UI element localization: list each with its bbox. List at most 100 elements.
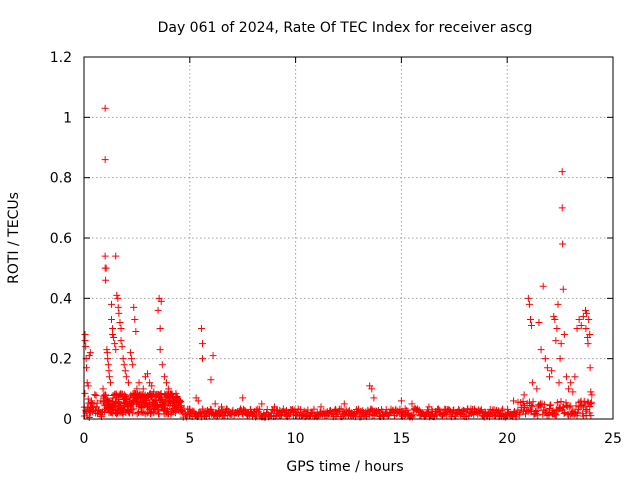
data-point <box>551 410 559 418</box>
data-point <box>157 297 165 305</box>
data-point <box>582 325 590 332</box>
data-point <box>586 364 594 372</box>
data-point <box>84 382 92 390</box>
data-point <box>528 321 536 329</box>
data-points <box>80 104 596 421</box>
data-point <box>528 403 536 411</box>
data-point <box>117 337 125 345</box>
data-point <box>108 315 116 323</box>
data-point <box>139 385 147 393</box>
data-point <box>81 337 89 345</box>
data-point <box>485 410 493 418</box>
data-point <box>114 294 122 302</box>
data-point <box>410 411 418 419</box>
data-point <box>560 410 568 418</box>
data-point <box>562 373 570 381</box>
data-point <box>106 379 114 387</box>
data-point <box>407 412 415 420</box>
data-point <box>128 355 136 363</box>
data-point <box>82 343 90 351</box>
data-point <box>556 355 564 363</box>
data-point <box>152 397 160 405</box>
data-point <box>565 403 573 411</box>
data-point <box>85 352 93 360</box>
data-point <box>186 405 194 413</box>
data-point <box>194 397 202 405</box>
data-point <box>526 315 534 323</box>
y-tick-label: 1.2 <box>50 50 72 66</box>
data-point <box>555 379 563 387</box>
data-point <box>547 401 555 409</box>
data-point <box>256 405 264 413</box>
data-point <box>119 355 127 363</box>
data-point <box>83 379 91 387</box>
data-point <box>112 252 120 260</box>
data-point <box>115 309 123 317</box>
data-point <box>146 410 154 418</box>
data-point <box>540 400 548 408</box>
data-point <box>558 204 566 212</box>
data-point <box>515 411 523 419</box>
data-point <box>537 346 545 354</box>
data-point <box>573 325 581 332</box>
data-point <box>535 318 543 326</box>
data-point <box>116 318 124 326</box>
data-point <box>543 412 551 420</box>
data-point <box>124 379 132 387</box>
data-point <box>557 340 565 348</box>
data-point <box>133 410 141 418</box>
data-point <box>368 385 376 393</box>
data-point <box>148 382 156 390</box>
data-point <box>577 321 585 329</box>
y-axis-label: ROTI / TECUs <box>6 192 22 284</box>
data-point <box>101 156 109 164</box>
data-point <box>81 389 89 397</box>
data-point <box>133 385 141 393</box>
data-point <box>565 385 573 393</box>
chart-title: Day 061 of 2024, Rate Of TEC Index for r… <box>158 20 533 36</box>
data-point <box>587 388 595 396</box>
data-point <box>455 406 463 413</box>
data-point <box>240 405 248 413</box>
data-point <box>557 397 565 405</box>
data-point <box>209 352 217 360</box>
data-point <box>529 379 537 387</box>
data-point <box>520 391 528 399</box>
data-point <box>211 400 219 408</box>
data-point <box>549 406 557 414</box>
data-point <box>198 340 206 348</box>
data-point <box>569 388 577 396</box>
data-point <box>527 401 535 409</box>
data-point <box>105 373 113 381</box>
data-point <box>101 104 109 112</box>
data-point <box>398 407 406 415</box>
data-point <box>477 406 485 414</box>
data-point <box>81 331 89 339</box>
data-point <box>154 406 162 414</box>
data-point <box>579 312 587 320</box>
x-tick-label: 20 <box>498 431 516 447</box>
x-tick-label: 10 <box>287 431 305 447</box>
data-point <box>86 349 94 357</box>
data-point <box>206 405 214 413</box>
data-point <box>197 325 205 332</box>
data-point <box>105 367 113 375</box>
data-point <box>310 405 318 413</box>
data-point <box>317 403 325 411</box>
data-point <box>112 410 120 418</box>
data-point <box>571 373 579 381</box>
data-point <box>131 315 139 323</box>
axis-ticks: 0 5 10 15 20 25 0 0.2 0.4 0.6 0.8 1 1.2 <box>50 50 622 447</box>
y-tick-label: 0.8 <box>50 171 72 187</box>
data-point <box>546 402 554 410</box>
data-point <box>534 411 542 419</box>
data-point <box>156 325 164 332</box>
data-point <box>109 325 117 332</box>
data-point <box>586 400 594 408</box>
data-point <box>90 403 98 411</box>
data-point <box>154 306 162 314</box>
data-point <box>539 410 547 418</box>
data-point <box>150 409 158 417</box>
data-point <box>558 168 566 176</box>
data-point <box>408 400 416 408</box>
